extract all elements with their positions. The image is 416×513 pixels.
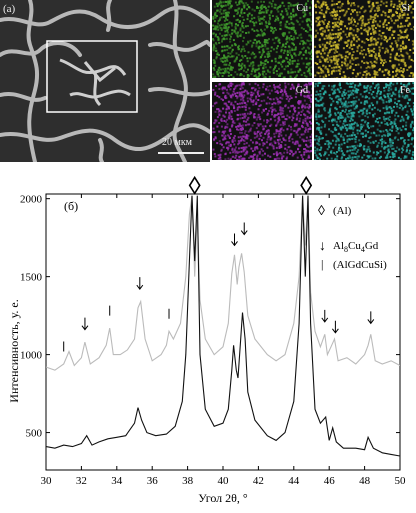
- eds-map-cu: Cu: [212, 0, 312, 78]
- peak-marker-arrow: [82, 318, 88, 330]
- legend-label-part-cu: Cu: [348, 240, 361, 252]
- peak-marker-arrow: [137, 277, 143, 289]
- y-tick-label: 2000: [20, 194, 43, 206]
- legend-symbol-arrow: ↓: [319, 239, 326, 254]
- legend-label-intermetallic: Al8Cu4Gd: [333, 240, 379, 254]
- panel-b-label: (б): [64, 199, 78, 213]
- x-tick-label: 32: [76, 475, 87, 487]
- x-tick-label: 36: [147, 475, 159, 487]
- legend-label-part-al: Al: [333, 240, 344, 252]
- peak-marker-diamond: [301, 177, 311, 193]
- peak-marker-arrow: [241, 223, 247, 235]
- eds-map-fe: Fe: [314, 82, 414, 160]
- sem-micrograph: (а) 20 мкм: [0, 0, 210, 162]
- x-tick-label: 34: [111, 475, 123, 487]
- x-tick-label: 44: [288, 475, 300, 487]
- scale-bar: [158, 152, 204, 154]
- y-tick-label: 1500: [20, 272, 43, 284]
- peak-marker-arrow: [322, 310, 328, 322]
- xrd-chart: 30 32 34 36 38 40 42 44 46 48 50 500 1000 1500 2000 (б…: [0, 166, 416, 508]
- series-line-0: [46, 196, 400, 371]
- x-axis-label: Угол 2θ, °: [198, 491, 248, 505]
- y-tick-label: 500: [26, 428, 43, 440]
- x-tick-label: 46: [324, 475, 336, 487]
- panel-a-label: (а): [3, 3, 15, 15]
- x-tick-label: 30: [41, 475, 53, 487]
- eds-map-gd: Gd: [212, 82, 312, 160]
- plot-frame: [46, 194, 400, 470]
- eds-map-si-label: Si: [402, 3, 410, 14]
- eds-map-cu-label: Cu: [296, 3, 308, 14]
- legend-label-al: (Al): [333, 205, 352, 217]
- eds-map-gd-label: Gd: [296, 85, 308, 96]
- x-tick-label: 48: [359, 475, 371, 487]
- legend-label-algdcusi: (AlGdCuSi): [333, 259, 387, 271]
- x-tick-label: 50: [395, 475, 407, 487]
- panel-a: (а) 20 мкм Cu Si Gd Fe: [0, 0, 416, 162]
- eds-map-si: Si: [314, 0, 414, 78]
- peak-marker-arrow: [368, 311, 374, 323]
- peak-marker-arrow: [232, 233, 238, 245]
- y-axis-label: Интенсивность, у. е.: [7, 299, 21, 402]
- legend-label-part-gd: Gd: [365, 240, 379, 252]
- series-line-1: [46, 196, 400, 456]
- y-tick-label: 1000: [20, 350, 43, 362]
- scale-bar-label: 20 мкм: [162, 137, 192, 148]
- x-tick-label: 42: [253, 475, 264, 487]
- peak-marker-diamond: [190, 177, 200, 193]
- eds-map-si-texture: [314, 0, 414, 78]
- x-tick-label: 38: [182, 475, 194, 487]
- peak-marker-arrow: [332, 321, 338, 333]
- eds-map-fe-label: Fe: [400, 85, 410, 96]
- legend-symbol-bar: |: [321, 257, 323, 271]
- eds-map-fe-texture: [314, 82, 414, 160]
- x-tick-label: 40: [218, 475, 230, 487]
- legend: ◊ (Al) ↓ Al8Cu4Gd | (AlGdCuSi): [318, 204, 387, 271]
- xrd-chart-svg: 30 32 34 36 38 40 42 44 46 48 50 500 1000 1500 2000 (б…: [0, 166, 416, 508]
- legend-symbol-diamond: ◊: [318, 204, 325, 219]
